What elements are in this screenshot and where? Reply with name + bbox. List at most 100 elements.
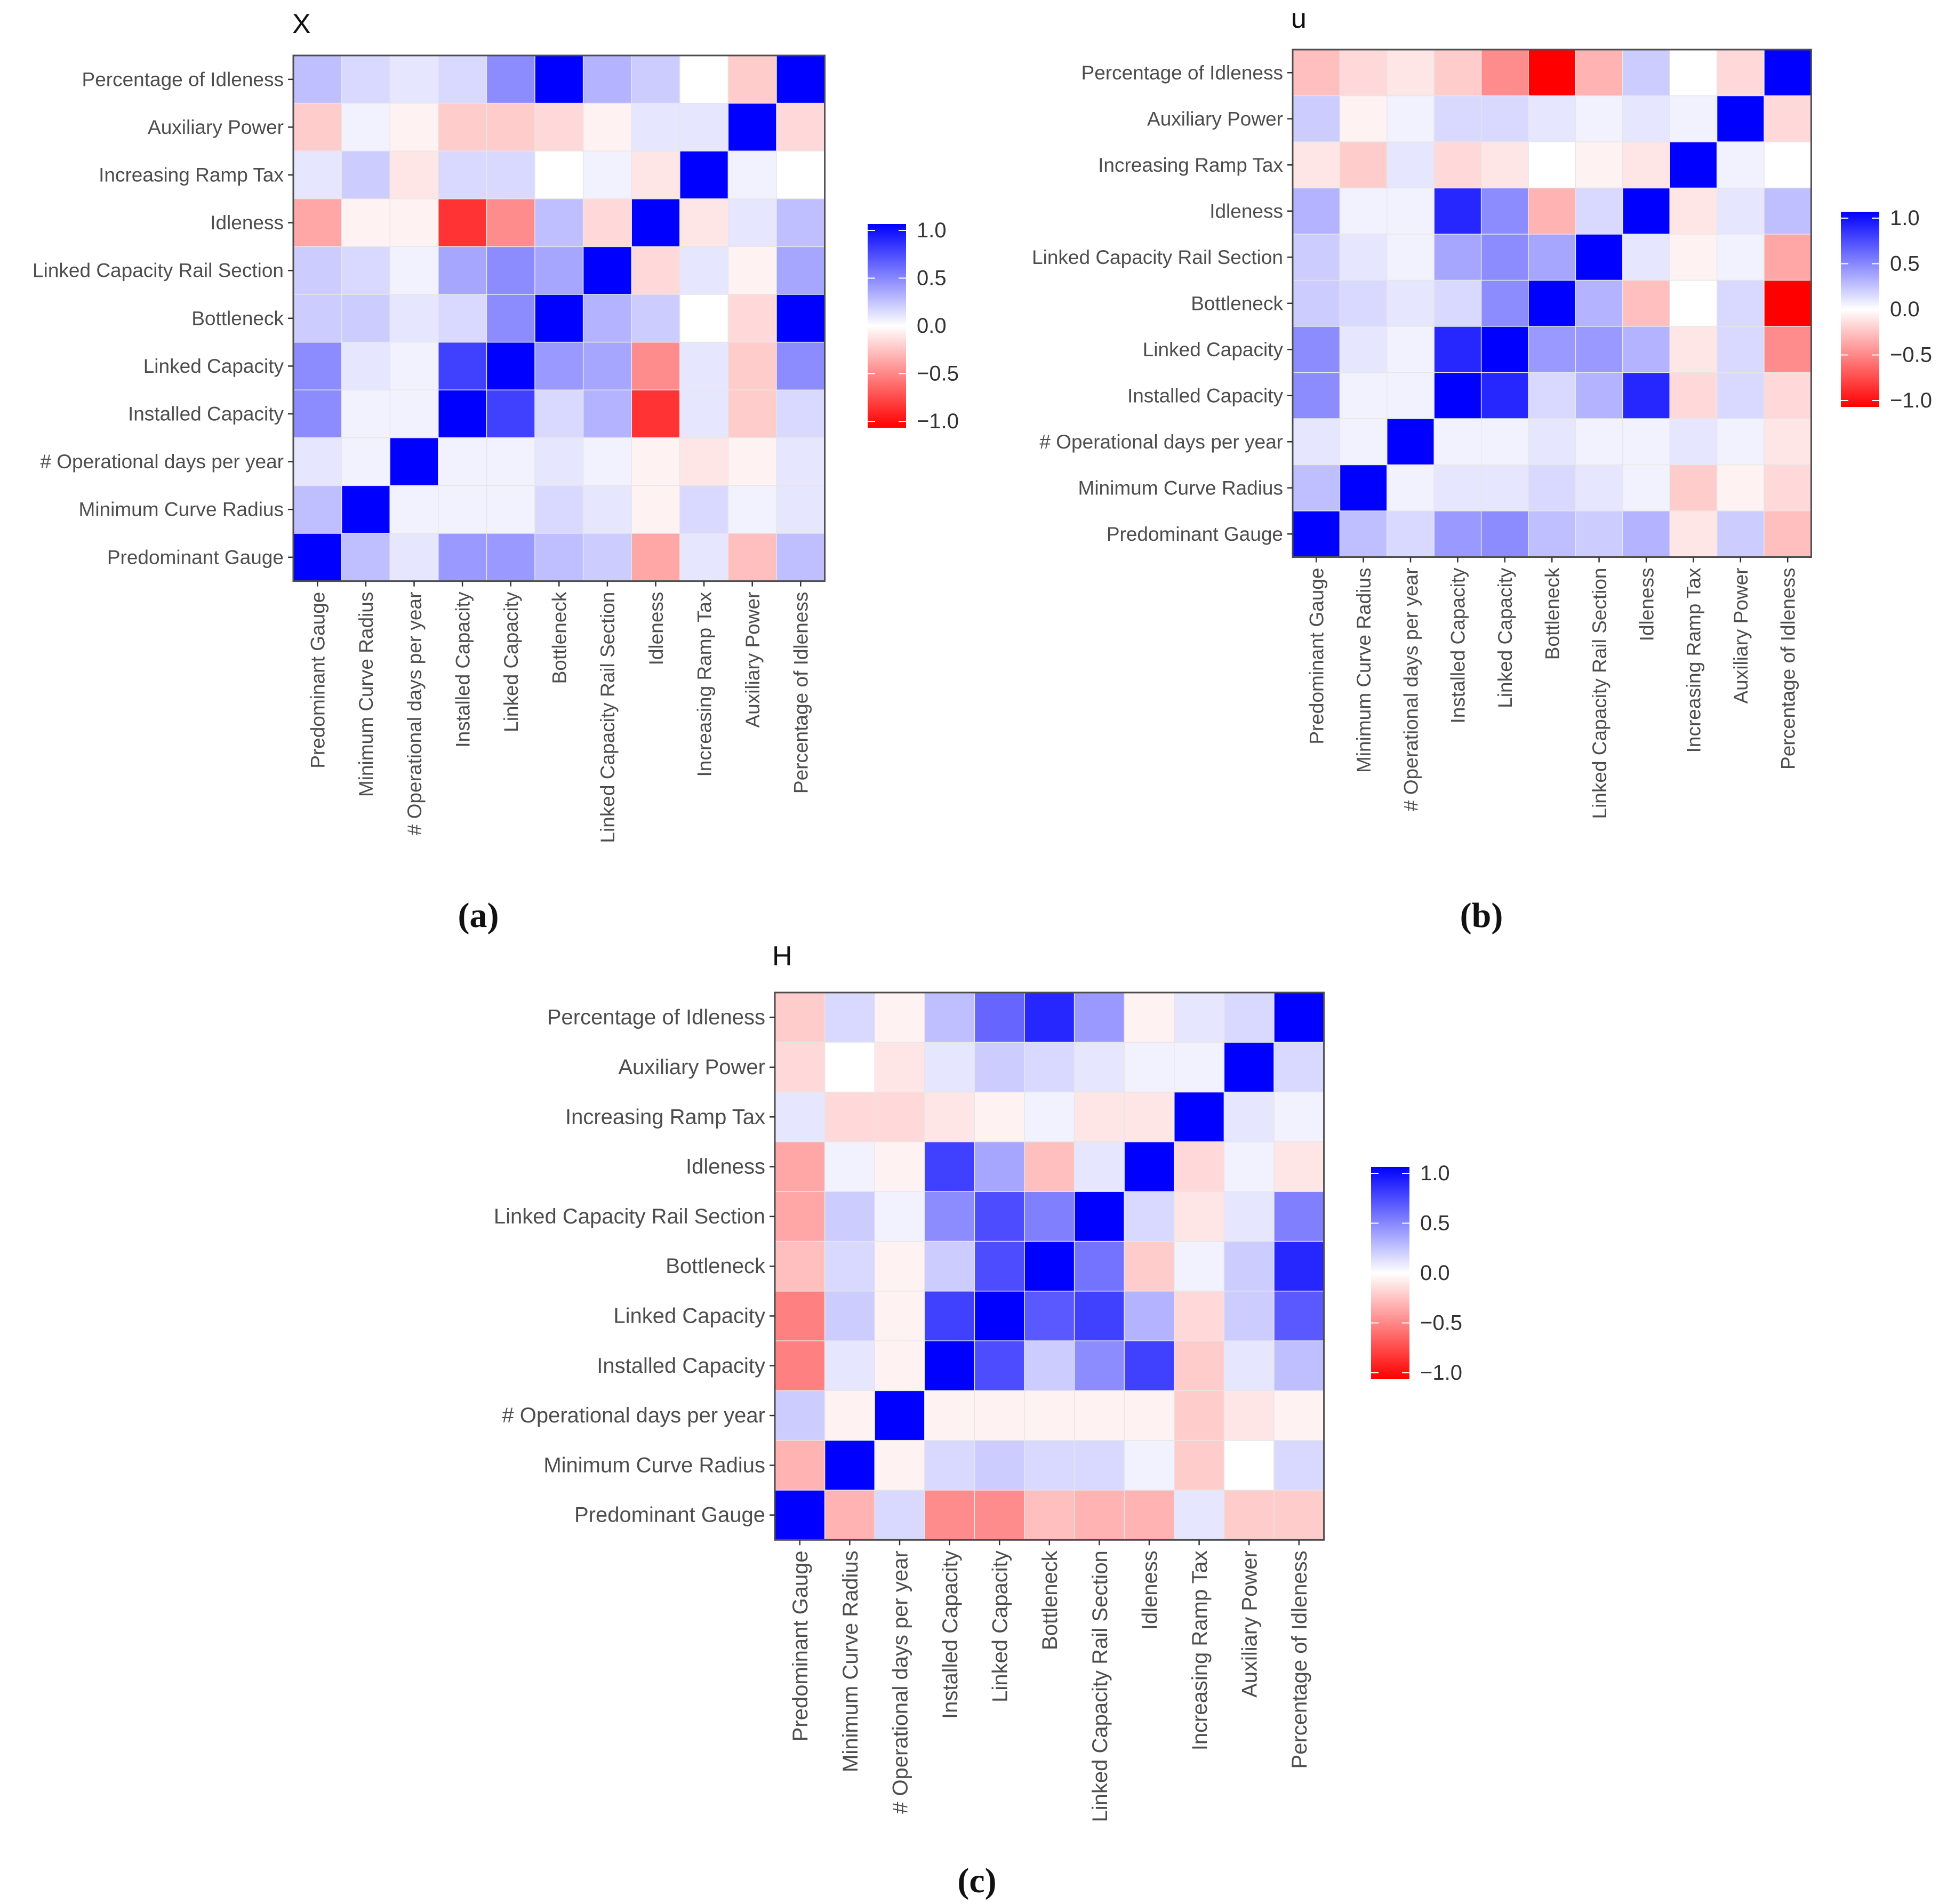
heatmap-cell — [1223, 1390, 1275, 1441]
heatmap-cell — [776, 246, 826, 295]
x-tick-label: Predominant Gauge — [307, 592, 329, 769]
heatmap-cell — [293, 198, 342, 247]
heatmap-cell — [1480, 418, 1529, 466]
heatmap-cell — [1387, 372, 1435, 420]
heatmap-cell — [1339, 141, 1388, 189]
heatmap-cell — [486, 55, 536, 104]
heatmap-cell — [1223, 1091, 1275, 1143]
heatmap-cell — [727, 55, 778, 104]
heatmap-cell — [924, 992, 975, 1043]
heatmap-cell — [341, 294, 391, 343]
heatmap-cell — [631, 341, 681, 391]
heatmap-cell — [679, 198, 729, 247]
legend-tick-label: 0.5 — [1890, 252, 1920, 276]
heatmap-cell — [1528, 187, 1576, 235]
heatmap-cell — [874, 1340, 926, 1391]
heatmap-cell — [824, 1490, 876, 1541]
heatmap-cell — [1223, 1340, 1275, 1391]
heatmap-cell — [582, 437, 632, 486]
heatmap-cell — [341, 102, 391, 152]
heatmap-cell — [1622, 49, 1671, 97]
y-tick-label: Installed Capacity — [597, 1354, 765, 1378]
heatmap-cell — [1575, 326, 1624, 373]
heatmap-cell — [776, 294, 826, 343]
heatmap-cell — [1433, 510, 1482, 558]
heatmap-cell — [874, 1191, 926, 1242]
heatmap-cell — [776, 150, 826, 200]
color-legend: 1.0 0.5 0.0 −0.5 −1.0 — [1841, 206, 1932, 412]
heatmap-cell — [727, 246, 778, 295]
heatmap-cell — [1174, 1490, 1225, 1541]
heatmap-cell — [924, 1291, 975, 1342]
heatmap-cell — [1480, 279, 1529, 327]
heatmap-cell — [1073, 1340, 1125, 1391]
heatmap-cell — [293, 102, 342, 152]
y-tick-label: Minimum Curve Radius — [543, 1453, 765, 1477]
heatmap-cell — [1575, 141, 1624, 189]
heatmap-cell — [1716, 510, 1765, 558]
heatmap-cell — [341, 150, 391, 200]
heatmap-cell — [1024, 992, 1075, 1043]
heatmap-cell — [486, 533, 536, 582]
heatmap-cell — [974, 1291, 1025, 1342]
heatmap-cell — [389, 246, 439, 295]
heatmap-cell — [776, 389, 826, 439]
x-tick-label: # Operational days per year — [404, 592, 426, 836]
heatmap-cell — [1528, 141, 1576, 189]
color-legend: 1.0 0.5 0.0 −0.5 −1.0 — [868, 219, 959, 433]
heatmap-cell — [582, 389, 632, 439]
heatmap-cell — [1124, 1439, 1175, 1491]
heatmap-cell — [341, 485, 391, 534]
chart-title: u — [1291, 3, 1307, 34]
heatmap-cell — [1024, 1291, 1075, 1342]
heatmap-cell — [1622, 418, 1671, 466]
heatmap-cell — [293, 55, 342, 104]
heatmap-cell — [1622, 510, 1671, 558]
heatmap-cell — [389, 389, 439, 439]
heatmap-cell — [1669, 187, 1718, 235]
heatmap-cell — [1339, 372, 1388, 420]
heatmap-cell — [1124, 1390, 1175, 1441]
heatmap-cell — [1528, 49, 1576, 97]
heatmap-cell — [1339, 95, 1388, 143]
heatmap-cell — [1669, 418, 1718, 466]
heatmap-cell — [776, 533, 826, 582]
heatmap-cell — [824, 1291, 876, 1342]
heatmap-cell — [679, 294, 729, 343]
heatmap-cell — [1528, 464, 1576, 512]
y-tick-label: Increasing Ramp Tax — [565, 1105, 765, 1129]
heatmap-cell — [1575, 95, 1624, 143]
heatmap-cell — [1292, 372, 1341, 420]
heatmap-cell — [486, 150, 536, 200]
heatmap-cell — [631, 55, 681, 104]
x-tick-label: Auxiliary Power — [1730, 568, 1752, 704]
heatmap-cell — [679, 389, 729, 439]
x-tick-label: Installed Capacity — [939, 1550, 962, 1719]
heatmap-cell — [1575, 418, 1624, 466]
heatmap-cell — [389, 437, 439, 486]
heatmap-cell — [774, 992, 826, 1043]
heatmap-cell — [1528, 234, 1576, 281]
heatmap-cell — [776, 198, 826, 247]
heatmap-cell — [389, 294, 439, 343]
heatmap-cell — [774, 1241, 826, 1292]
x-tick-label: Auxiliary Power — [1238, 1550, 1262, 1698]
heatmap-cell — [1292, 510, 1341, 558]
heatmap-cell — [1174, 1141, 1225, 1193]
heatmap-cell — [774, 1191, 826, 1242]
heatmap-cell — [1575, 279, 1624, 327]
heatmap-cell — [1339, 187, 1388, 235]
y-tick-label: # Operational days per year — [40, 451, 284, 473]
heatmap-cell — [1339, 279, 1388, 327]
heatmap-cell — [924, 1091, 975, 1143]
heatmap-cell — [1292, 187, 1341, 235]
heatmap-cell — [679, 246, 729, 295]
heatmap-cell — [1223, 1490, 1275, 1541]
heatmap-cell — [1124, 1042, 1175, 1093]
heatmap-cell — [1292, 326, 1341, 373]
heatmap-cell — [1528, 95, 1576, 143]
heatmap-cell — [438, 150, 487, 200]
heatmap-cell — [631, 389, 681, 439]
heatmap-cell — [341, 55, 391, 104]
legend-tick-label: −1.0 — [1420, 1361, 1462, 1385]
